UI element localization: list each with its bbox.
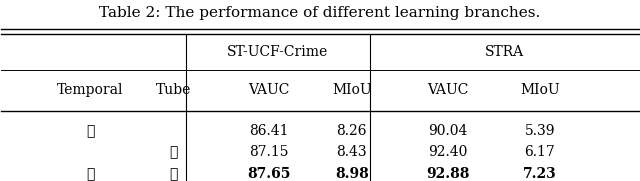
Text: MIoU: MIoU [332,83,372,97]
Text: ST-UCF-Crime: ST-UCF-Crime [227,45,328,59]
Text: 92.40: 92.40 [428,145,467,159]
Text: Table 2: The performance of different learning branches.: Table 2: The performance of different le… [99,6,541,20]
Text: ✓: ✓ [169,167,178,181]
Text: 87.65: 87.65 [247,167,291,181]
Text: ✓: ✓ [86,167,95,181]
Text: 8.98: 8.98 [335,167,369,181]
Text: 90.04: 90.04 [428,124,467,138]
Text: 5.39: 5.39 [525,124,555,138]
Text: MIoU: MIoU [520,83,559,97]
Text: 87.15: 87.15 [249,145,289,159]
Text: 7.23: 7.23 [523,167,557,181]
Text: Temporal: Temporal [58,83,124,97]
Text: STRA: STRA [484,45,524,59]
Text: VAUC: VAUC [427,83,468,97]
Text: 8.43: 8.43 [337,145,367,159]
Text: 6.17: 6.17 [524,145,556,159]
Text: 8.26: 8.26 [337,124,367,138]
Text: 86.41: 86.41 [249,124,289,138]
Text: ✓: ✓ [86,124,95,138]
Text: ✓: ✓ [169,145,178,159]
Text: 92.88: 92.88 [426,167,469,181]
Text: VAUC: VAUC [248,83,290,97]
Text: Tube: Tube [156,83,191,97]
